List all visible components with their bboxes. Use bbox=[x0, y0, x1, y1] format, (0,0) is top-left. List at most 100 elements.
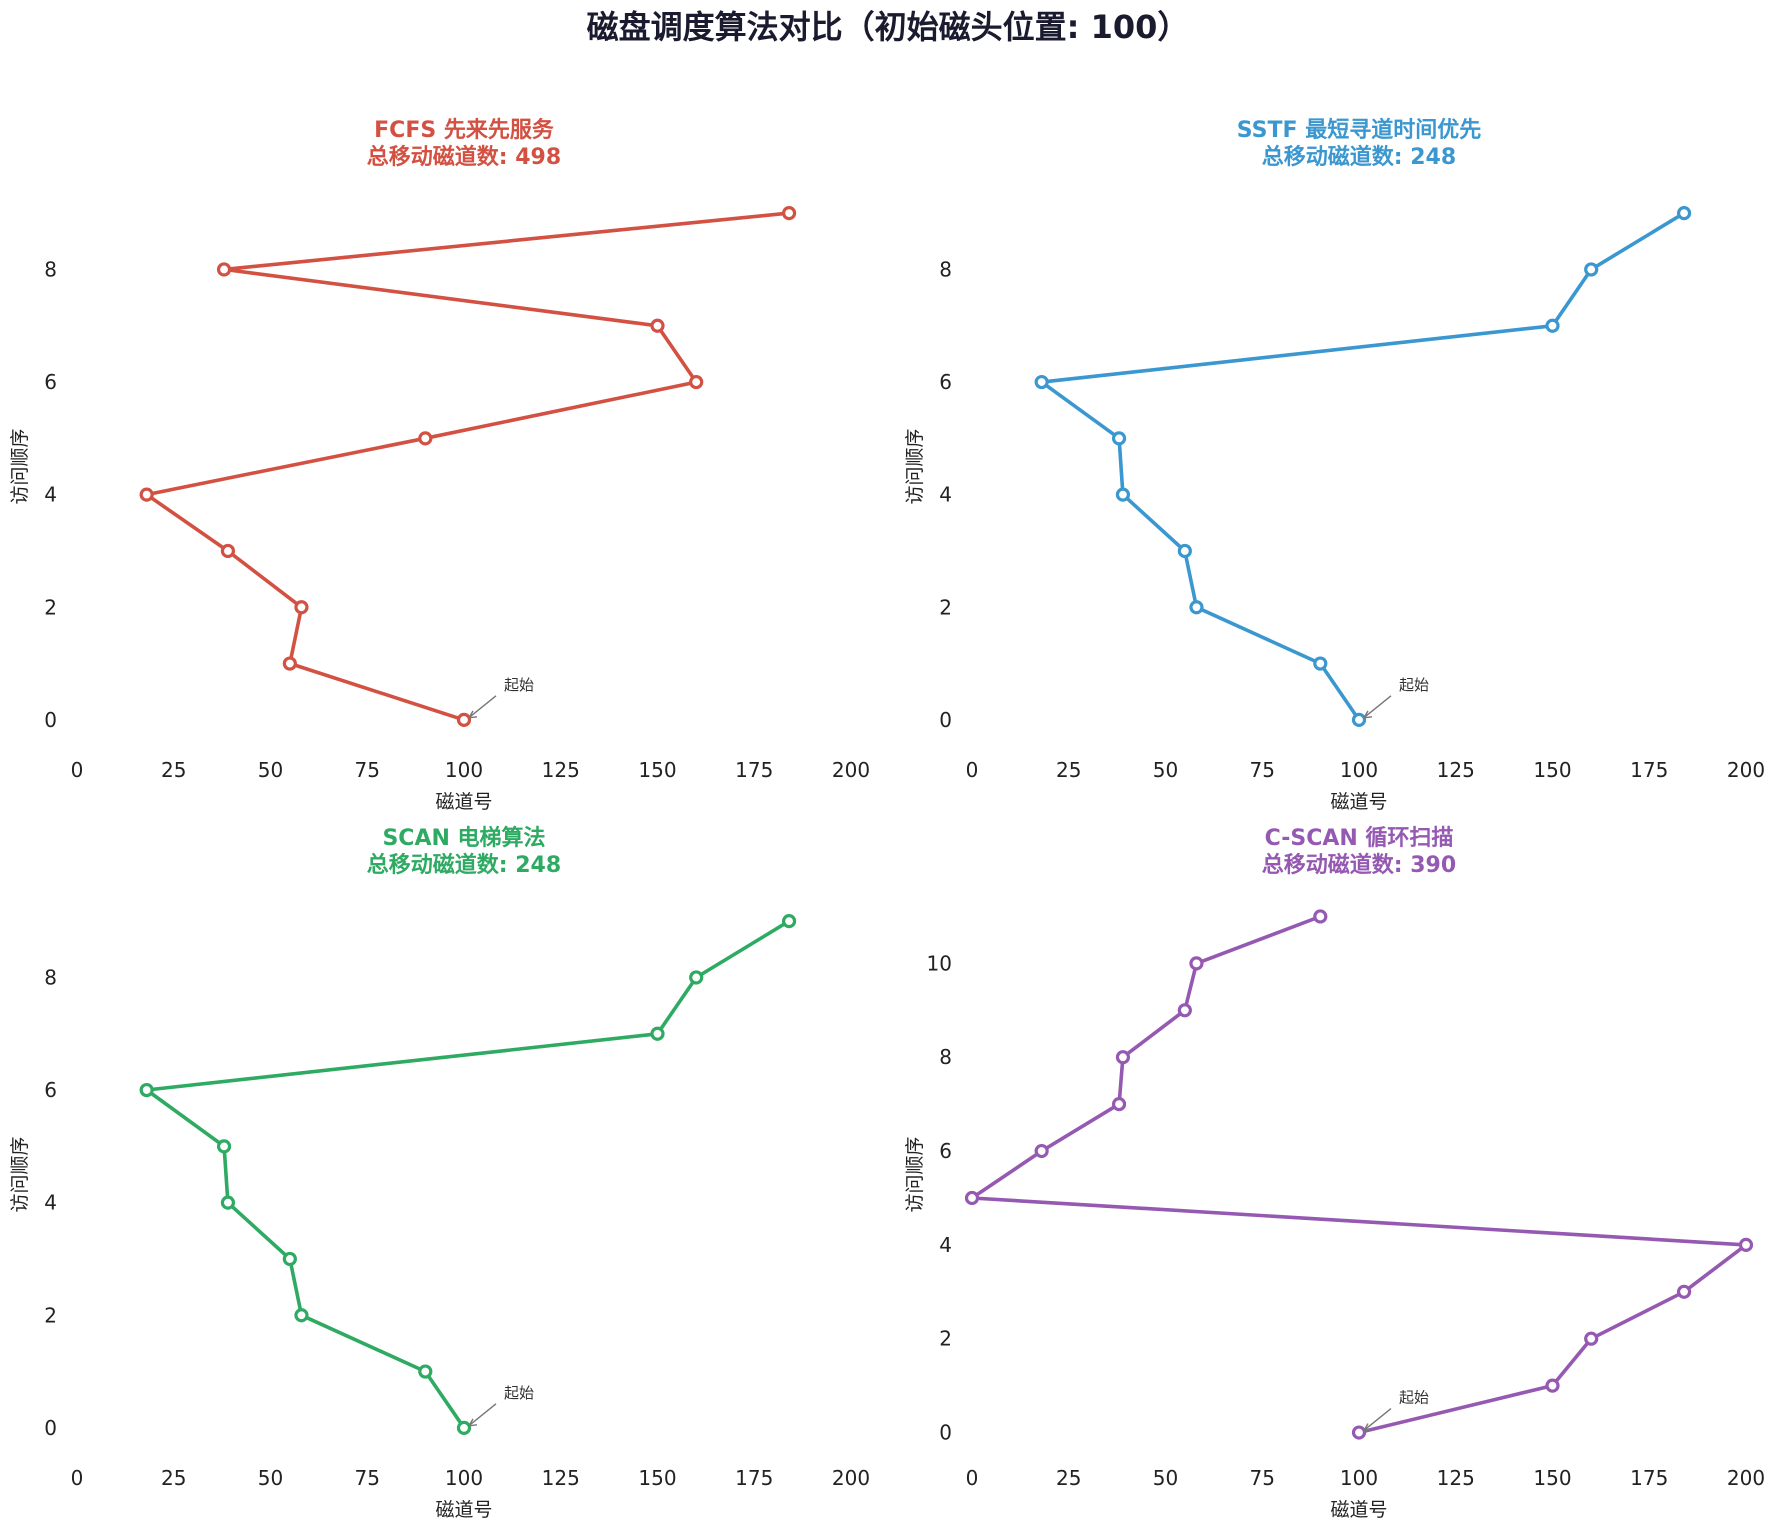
panel-title: C-SCAN 循环扫描 bbox=[1265, 825, 1454, 851]
y-tick-label: 8 bbox=[939, 1045, 952, 1069]
y-axis-label: 访问顺序 bbox=[9, 1136, 31, 1212]
y-tick-label: 2 bbox=[44, 595, 57, 619]
annotation-label: 起始 bbox=[504, 1384, 534, 1402]
x-tick-label: 175 bbox=[1630, 1466, 1668, 1490]
y-tick-label: 10 bbox=[927, 951, 952, 975]
x-tick-label: 100 bbox=[1340, 1466, 1378, 1490]
x-tick-label: 200 bbox=[832, 1466, 870, 1490]
data-point bbox=[418, 431, 433, 446]
x-tick-label: 175 bbox=[1630, 758, 1668, 782]
y-tick-label: 2 bbox=[44, 1303, 57, 1327]
x-tick-label: 50 bbox=[1153, 758, 1178, 782]
data-point bbox=[1177, 1003, 1192, 1018]
panel-title: SSTF 最短寻道时间优先 bbox=[1237, 117, 1481, 143]
x-tick-label: 100 bbox=[1340, 758, 1378, 782]
annotation-arrow bbox=[1364, 695, 1392, 718]
x-axis-label: 磁道号 bbox=[435, 791, 492, 813]
annotation-label: 起始 bbox=[1399, 676, 1429, 694]
data-point bbox=[139, 1082, 154, 1098]
data-point bbox=[216, 1139, 232, 1154]
y-axis-label: 访问顺序 bbox=[904, 428, 926, 504]
annotation-arrowhead bbox=[1363, 710, 1373, 719]
data-point bbox=[282, 656, 297, 671]
data-point bbox=[220, 1195, 236, 1210]
x-tick-label: 25 bbox=[1056, 758, 1081, 782]
y-tick-label: 6 bbox=[44, 1078, 57, 1102]
panel-subtitle: 总移动磁道数: 248 bbox=[367, 852, 561, 878]
data-point bbox=[1676, 1284, 1692, 1299]
annotation-arrow bbox=[469, 695, 497, 718]
x-tick-label: 0 bbox=[71, 758, 84, 782]
data-point bbox=[1115, 1050, 1131, 1065]
y-tick-label: 2 bbox=[939, 1327, 952, 1351]
y-tick-label: 6 bbox=[939, 370, 952, 394]
data-point bbox=[689, 374, 704, 390]
data-point bbox=[294, 1308, 309, 1323]
data-point bbox=[1189, 956, 1204, 971]
data-point bbox=[456, 712, 472, 727]
data-point bbox=[689, 970, 704, 985]
x-tick-label: 75 bbox=[1250, 1466, 1275, 1490]
x-tick-label: 75 bbox=[1250, 758, 1275, 782]
y-axis-label: 访问顺序 bbox=[9, 428, 31, 504]
y-tick-label: 6 bbox=[939, 1139, 952, 1163]
data-point bbox=[1313, 909, 1328, 924]
panel-subtitle: 总移动磁道数: 390 bbox=[1262, 852, 1456, 878]
x-tick-label: 125 bbox=[1437, 758, 1475, 782]
panel-subtitle: 总移动磁道数: 498 bbox=[367, 144, 561, 170]
y-tick-label: 0 bbox=[44, 708, 57, 732]
data-point bbox=[1034, 1143, 1049, 1159]
data-point bbox=[1189, 600, 1204, 615]
data-point bbox=[1676, 206, 1692, 221]
x-axis-label: 磁道号 bbox=[1330, 791, 1387, 813]
data-point bbox=[1545, 318, 1560, 333]
data-point bbox=[139, 487, 154, 502]
x-tick-label: 100 bbox=[445, 1466, 483, 1490]
y-tick-label: 4 bbox=[44, 483, 57, 507]
data-point bbox=[216, 262, 232, 277]
data-point bbox=[1738, 1237, 1754, 1252]
x-tick-label: 125 bbox=[1437, 1466, 1475, 1490]
annotation-arrowhead bbox=[468, 710, 478, 719]
x-tick-label: 0 bbox=[71, 1466, 84, 1490]
x-tick-label: 175 bbox=[735, 758, 773, 782]
data-point bbox=[220, 543, 236, 559]
x-tick-label: 0 bbox=[966, 1466, 979, 1490]
y-tick-label: 4 bbox=[44, 1191, 57, 1215]
data-point bbox=[282, 1251, 297, 1267]
y-tick-label: 0 bbox=[939, 708, 952, 732]
data-point bbox=[1111, 1097, 1127, 1112]
annotation-arrowhead bbox=[1363, 1423, 1373, 1432]
data-point bbox=[1313, 656, 1328, 671]
x-tick-label: 75 bbox=[355, 1466, 380, 1490]
x-tick-label: 175 bbox=[735, 1466, 773, 1490]
x-tick-label: 25 bbox=[161, 758, 186, 782]
data-point bbox=[1177, 543, 1192, 559]
data-point bbox=[964, 1190, 980, 1206]
data-point bbox=[1584, 1331, 1599, 1346]
x-tick-label: 100 bbox=[445, 758, 483, 782]
x-tick-label: 150 bbox=[1533, 1466, 1571, 1490]
data-point bbox=[1584, 262, 1599, 277]
x-tick-label: 150 bbox=[1533, 758, 1571, 782]
data-point bbox=[650, 318, 665, 333]
data-point bbox=[781, 206, 797, 221]
x-tick-label: 125 bbox=[542, 758, 580, 782]
y-tick-label: 8 bbox=[44, 965, 57, 989]
panel-title: FCFS 先来先服务 bbox=[374, 118, 555, 143]
y-tick-label: 4 bbox=[939, 483, 952, 507]
x-tick-label: 50 bbox=[258, 758, 283, 782]
x-axis-label: 磁道号 bbox=[435, 1499, 492, 1521]
x-tick-label: 150 bbox=[638, 758, 676, 782]
data-point bbox=[1351, 712, 1367, 727]
data-point bbox=[1111, 431, 1127, 446]
data-point bbox=[1351, 1425, 1367, 1440]
series-line bbox=[970, 914, 1748, 1435]
x-tick-label: 75 bbox=[355, 758, 380, 782]
data-point bbox=[650, 1026, 665, 1041]
